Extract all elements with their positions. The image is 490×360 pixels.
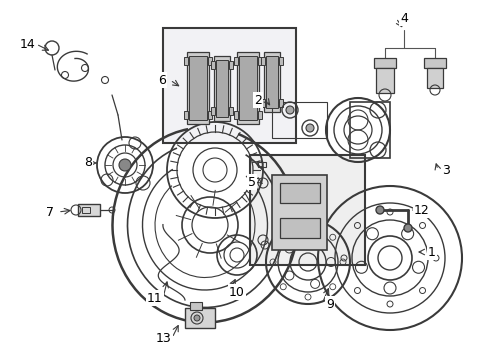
Bar: [258, 111, 262, 119]
Text: 1: 1: [428, 246, 436, 258]
Bar: [234, 111, 238, 119]
Text: 7: 7: [46, 206, 54, 219]
Bar: [264, 52, 280, 112]
Bar: [279, 99, 283, 107]
Text: 12: 12: [414, 203, 430, 216]
Bar: [211, 61, 215, 69]
Bar: [279, 57, 283, 65]
Bar: [350, 102, 390, 158]
Circle shape: [119, 159, 131, 171]
Text: 8: 8: [84, 157, 92, 170]
Bar: [82, 207, 90, 213]
Text: 13: 13: [156, 332, 172, 345]
Bar: [211, 107, 215, 115]
Bar: [234, 57, 238, 65]
Bar: [229, 61, 233, 69]
Bar: [163, 28, 296, 143]
Circle shape: [306, 124, 314, 132]
Circle shape: [376, 206, 384, 214]
Bar: [216, 60, 228, 117]
Bar: [266, 56, 278, 108]
Bar: [424, 58, 446, 68]
Bar: [280, 183, 320, 203]
Bar: [237, 52, 259, 124]
Text: 4: 4: [400, 12, 408, 24]
Bar: [261, 99, 265, 107]
Text: 5: 5: [248, 175, 256, 189]
Text: 11: 11: [147, 292, 163, 305]
Bar: [208, 111, 212, 119]
Circle shape: [194, 315, 200, 321]
Bar: [239, 56, 257, 120]
Text: 6: 6: [158, 73, 166, 86]
Bar: [427, 68, 443, 88]
Bar: [229, 107, 233, 115]
Bar: [376, 68, 394, 93]
Text: 10: 10: [229, 285, 245, 298]
Circle shape: [286, 106, 294, 114]
Bar: [214, 56, 230, 121]
Bar: [189, 56, 207, 120]
Bar: [78, 204, 100, 216]
Bar: [187, 52, 209, 124]
Circle shape: [404, 224, 412, 232]
Text: 14: 14: [20, 37, 36, 50]
Bar: [250, 155, 365, 265]
Text: 9: 9: [326, 297, 334, 310]
Bar: [374, 58, 396, 68]
Text: 2: 2: [254, 94, 262, 107]
Text: 3: 3: [442, 163, 450, 176]
Bar: [184, 111, 188, 119]
Bar: [208, 57, 212, 65]
Bar: [272, 175, 327, 250]
Bar: [190, 302, 202, 310]
Bar: [261, 57, 265, 65]
Bar: [280, 218, 320, 238]
Bar: [185, 308, 215, 328]
Bar: [184, 57, 188, 65]
Bar: [258, 162, 266, 167]
Bar: [272, 102, 327, 138]
Bar: [258, 57, 262, 65]
